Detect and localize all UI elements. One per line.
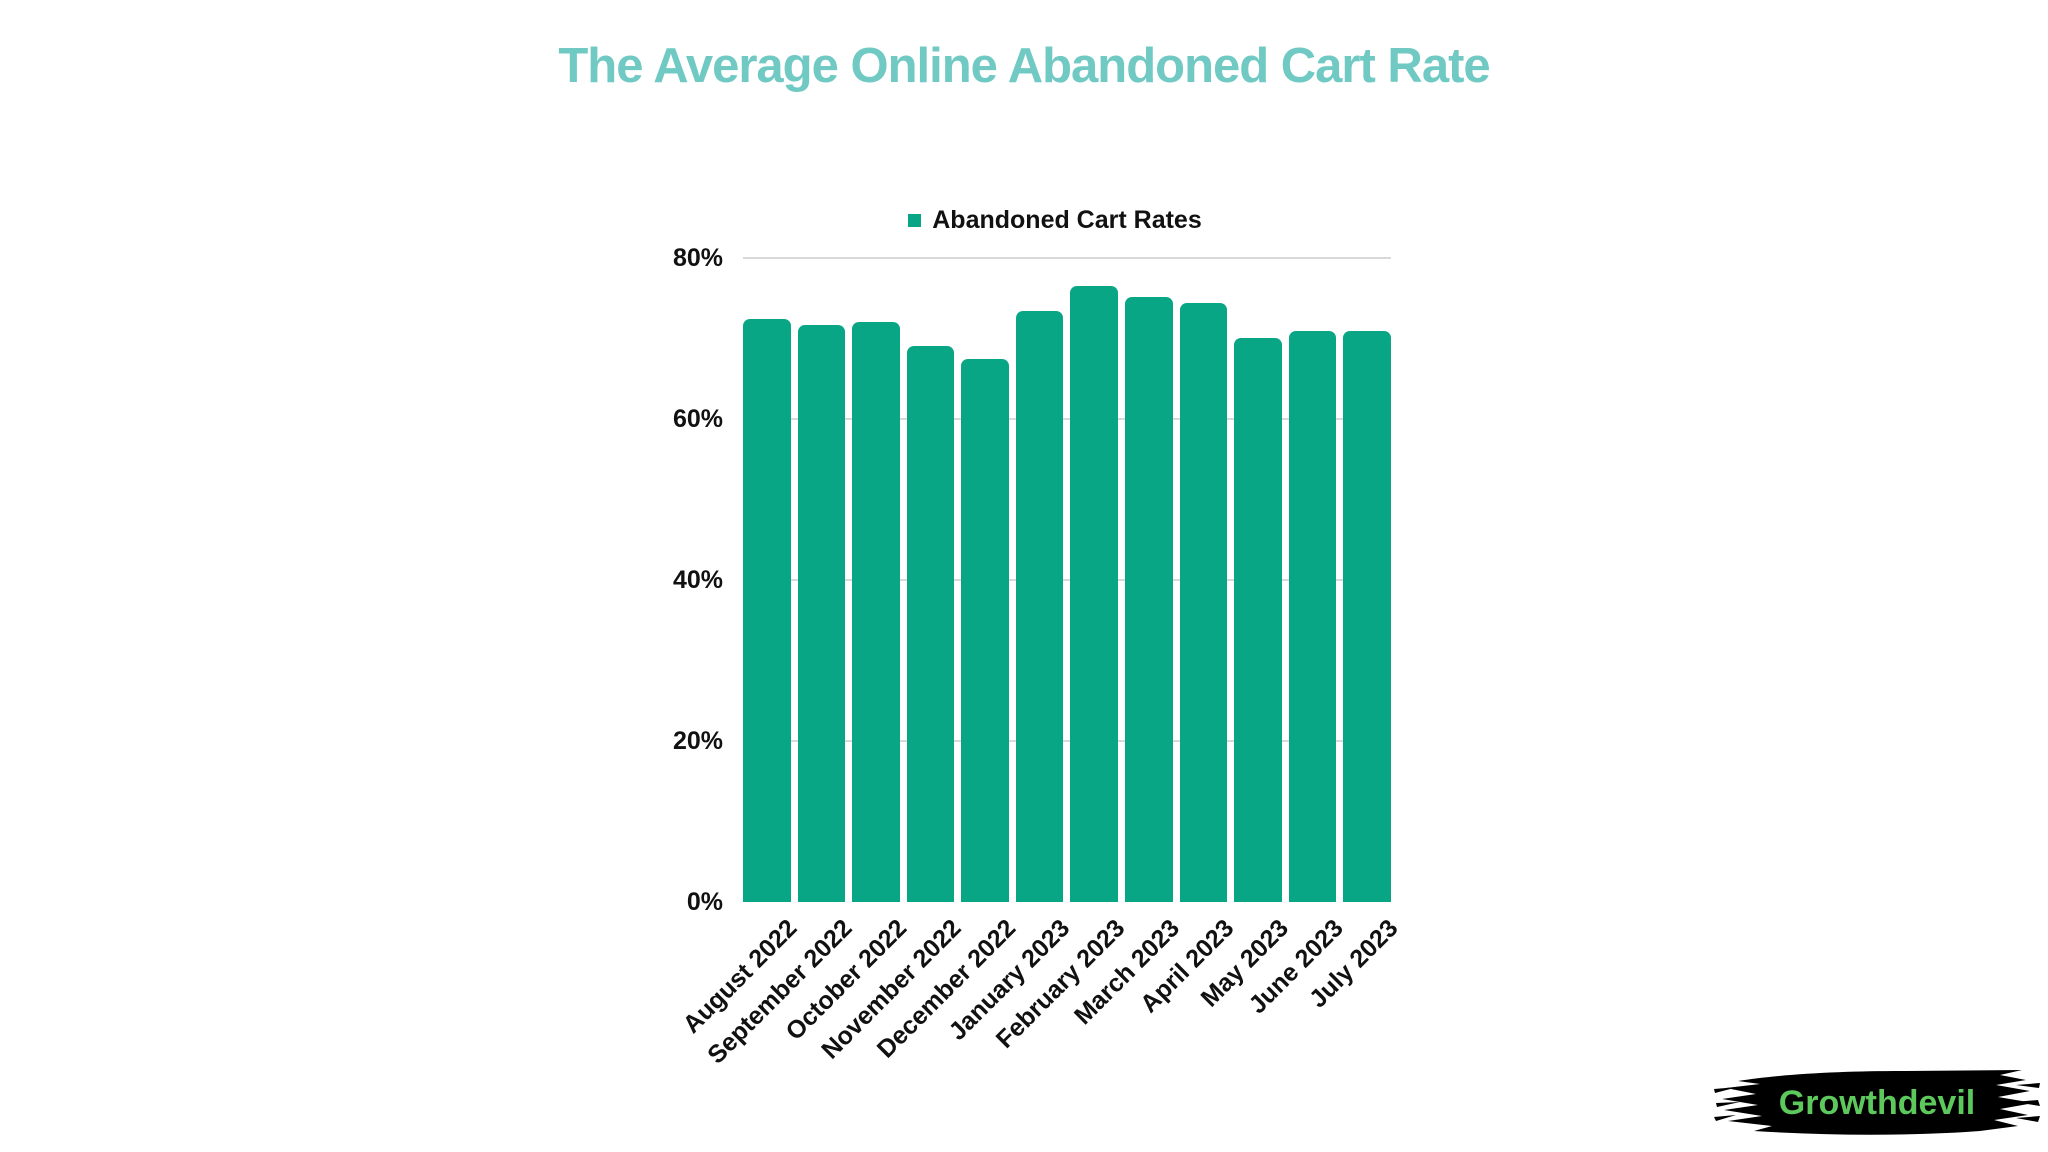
chart-title: The Average Online Abandoned Cart Rate <box>558 39 1490 93</box>
legend-label: Abandoned Cart Rates <box>932 205 1202 234</box>
legend-marker-icon <box>908 213 922 227</box>
y-axis-label: 20% <box>672 727 723 755</box>
bar-december-2022 <box>961 359 1009 902</box>
gridline <box>743 740 1391 742</box>
bar-july-2023 <box>1343 331 1391 902</box>
plot-area: 80% 60% 40% 20% 0% August 2022 September 2022 O… <box>673 244 1403 1069</box>
bar-february-2023 <box>1070 286 1119 902</box>
bar-january-2023 <box>1015 311 1064 902</box>
logo-text: Growthdevil <box>1778 1083 1976 1122</box>
bar-april-2023 <box>1179 303 1228 902</box>
gridline <box>743 257 1391 259</box>
bar-october-2022 <box>852 321 900 902</box>
y-axis-label: 40% <box>672 566 723 594</box>
y-axis-label: 80% <box>672 244 723 272</box>
y-axis-label: 0% <box>686 888 723 916</box>
gridline <box>743 579 1391 581</box>
brush-stroke-icon <box>1714 1070 2040 1135</box>
legend: Abandoned Cart Rates <box>731 202 1379 238</box>
gridline <box>743 418 1391 420</box>
bar-september-2022 <box>797 324 846 902</box>
bars-container <box>743 258 1391 902</box>
bar-june-2023 <box>1288 331 1337 902</box>
bar-march-2023 <box>1125 296 1173 902</box>
growthdevil-logo: Growthdevil <box>1712 1056 2042 1148</box>
bar-august-2022 <box>743 319 791 902</box>
bar-november-2022 <box>906 345 955 902</box>
y-axis-label: 60% <box>672 405 723 433</box>
bar-may-2023 <box>1234 337 1282 902</box>
